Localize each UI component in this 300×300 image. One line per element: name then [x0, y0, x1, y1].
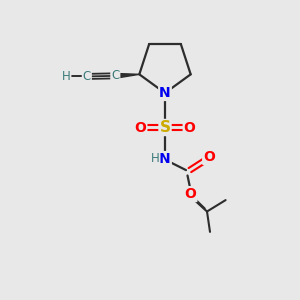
- Text: H: H: [151, 152, 160, 165]
- Text: O: O: [134, 121, 146, 134]
- Text: H: H: [61, 70, 70, 83]
- Text: C: C: [111, 69, 119, 82]
- Text: S: S: [160, 120, 170, 135]
- Text: N: N: [159, 152, 171, 166]
- Text: O: O: [184, 187, 196, 201]
- Text: C: C: [83, 70, 91, 83]
- Text: O: O: [184, 121, 196, 134]
- Text: O: O: [203, 150, 215, 164]
- Polygon shape: [115, 74, 139, 78]
- Text: N: N: [159, 86, 171, 100]
